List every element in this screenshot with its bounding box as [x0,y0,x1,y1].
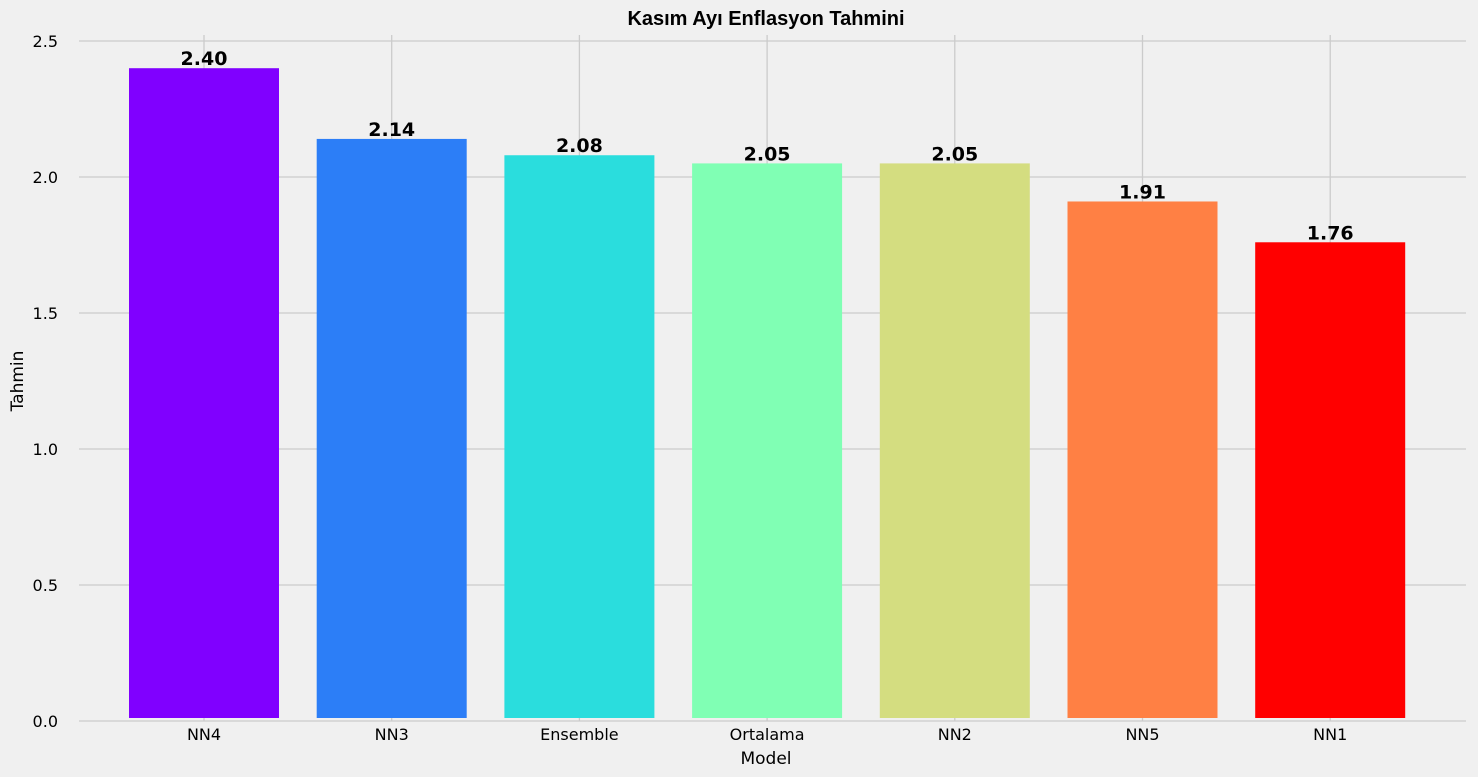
bar-nn5 [1067,201,1218,719]
y-tick-label: 1.0 [33,440,58,459]
x-tick-label: Ortalama [730,725,805,744]
y-tick-label: 0.5 [33,576,58,595]
x-tick-label: NN5 [1125,725,1159,744]
y-axis-label: Tahmin [8,351,28,413]
x-axis-label: Model [740,749,791,769]
bar-nn3 [316,138,467,719]
bar-labels: 2.40 2.14 2.08 2.05 2.05 1.91 1.76 [181,48,1354,244]
bar-value-label: 2.05 [931,143,978,165]
x-tick-label: NN3 [375,725,409,744]
bar-value-label: 1.76 [1307,222,1354,244]
x-tick-label: Ensemble [540,725,618,744]
bar-ensemble [504,155,655,719]
y-tick-label: 2.5 [33,32,58,51]
x-tick-labels: NN4 NN3 Ensemble Ortalama NN2 NN5 NN1 [187,725,1347,744]
y-tick-label: 0.0 [33,712,58,731]
bar-value-label: 2.14 [368,119,415,141]
bar-ortalama [692,163,843,718]
bar-nn4 [129,68,279,718]
x-tick-label: NN2 [938,725,972,744]
bar-value-label: 2.05 [744,143,791,165]
y-tick-label: 1.5 [33,304,58,323]
bar-nn2 [879,163,1030,718]
y-tick-label: 2.0 [33,168,58,187]
bars [129,68,1406,719]
bar-value-label: 2.08 [556,135,603,157]
x-tick-label: NN4 [187,725,221,744]
bar-nn1 [1255,242,1406,718]
x-tick-label: NN1 [1313,725,1347,744]
bar-value-label: 2.40 [181,48,228,70]
y-tick-labels: 0.0 0.5 1.0 1.5 2.0 2.5 [33,32,58,731]
bar-value-label: 1.91 [1119,181,1166,203]
chart-title: Kasım Ayı Enflasyon Tahmini [627,8,904,30]
